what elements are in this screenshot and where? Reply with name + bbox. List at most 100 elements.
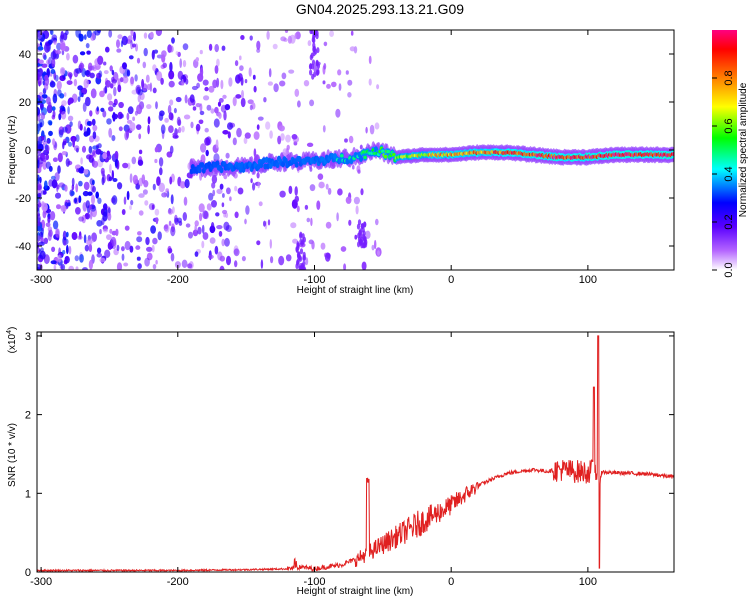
noise-blob	[198, 203, 205, 213]
noise-blob	[50, 260, 57, 265]
noise-blob	[104, 85, 108, 94]
noise-blob	[169, 61, 173, 72]
noise-blob	[74, 197, 78, 204]
noise-blob	[313, 64, 318, 72]
spectrogram-noise	[37, 30, 382, 270]
noise-blob	[103, 61, 107, 66]
noise-blob	[361, 233, 366, 240]
noise-blob	[164, 224, 168, 230]
noise-blob	[160, 124, 166, 135]
noise-blob	[201, 240, 205, 249]
noise-blob	[42, 52, 47, 60]
noise-blob	[37, 159, 40, 169]
noise-blob	[155, 30, 162, 37]
noise-blob	[77, 96, 81, 102]
noise-blob	[182, 60, 187, 68]
noise-blob	[109, 65, 113, 72]
noise-blob	[85, 43, 90, 49]
noise-blob	[168, 125, 174, 133]
noise-blob	[204, 86, 209, 92]
noise-blob	[322, 80, 326, 85]
noise-blob	[67, 115, 74, 122]
noise-blob	[138, 210, 144, 216]
noise-blob	[241, 256, 246, 262]
noise-blob	[173, 107, 177, 114]
noise-blob	[284, 30, 289, 33]
noise-blob	[97, 143, 102, 149]
noise-blob	[78, 180, 83, 187]
noise-blob	[136, 256, 141, 261]
noise-blob	[58, 182, 65, 188]
noise-blob	[154, 158, 158, 164]
noise-blob	[37, 73, 40, 81]
noise-blob	[79, 254, 84, 263]
noise-blob	[165, 188, 169, 193]
noise-blob	[218, 112, 222, 119]
y-tick-label: 40	[19, 49, 31, 61]
y-tick-label: -40	[15, 241, 31, 253]
noise-blob	[37, 192, 42, 198]
noise-blob	[151, 204, 155, 210]
noise-blob	[212, 79, 218, 89]
noise-blob	[45, 222, 51, 228]
noise-blob	[297, 100, 301, 108]
noise-blob	[208, 43, 213, 51]
noise-blob	[75, 134, 80, 142]
noise-blob	[192, 106, 197, 111]
noise-blob	[200, 143, 207, 153]
noise-blob	[146, 104, 152, 110]
noise-blob	[154, 146, 159, 153]
noise-blob	[88, 145, 93, 154]
noise-blob	[44, 42, 50, 53]
x-tick-label: -300	[30, 576, 52, 588]
noise-blob	[205, 149, 209, 157]
noise-blob	[65, 231, 69, 238]
noise-blob	[72, 54, 79, 64]
noise-blob	[123, 196, 127, 205]
noise-blob	[157, 231, 162, 241]
noise-blob	[326, 83, 331, 89]
ridge-band	[275, 162, 280, 169]
noise-blob	[83, 234, 87, 244]
noise-blob	[61, 110, 67, 120]
noise-blob	[209, 237, 216, 244]
noise-blob	[323, 63, 327, 70]
noise-blob	[68, 245, 72, 255]
noise-blob	[135, 245, 141, 250]
noise-blob	[294, 195, 299, 203]
noise-blob	[136, 236, 143, 243]
noise-blob	[89, 210, 93, 220]
noise-blob	[129, 122, 136, 132]
noise-blob	[234, 211, 239, 219]
noise-blob	[177, 119, 182, 126]
noise-blob	[60, 263, 66, 270]
noise-blob	[368, 55, 372, 65]
noise-blob	[279, 80, 286, 87]
noise-blob	[353, 196, 360, 205]
noise-blob	[55, 49, 62, 55]
noise-blob	[63, 92, 67, 97]
noise-blob	[116, 244, 120, 251]
noise-blob	[168, 70, 175, 80]
noise-blob	[107, 241, 113, 250]
colorbar-tick-label: 0.2	[723, 214, 735, 229]
noise-blob	[50, 69, 56, 74]
noise-blob	[299, 231, 303, 238]
noise-blob	[102, 110, 107, 118]
noise-blob	[107, 93, 113, 101]
noise-blob	[214, 245, 219, 255]
noise-blob	[377, 250, 380, 256]
noise-blob	[141, 78, 145, 89]
noise-blob	[41, 202, 48, 212]
noise-blob	[85, 96, 91, 107]
noise-blob	[47, 120, 53, 125]
noise-blob	[92, 131, 97, 140]
noise-blob	[66, 80, 73, 85]
noise-blob	[143, 47, 148, 57]
noise-blob	[227, 122, 233, 130]
noise-blob	[272, 43, 278, 50]
noise-blob	[46, 59, 50, 65]
noise-blob	[39, 122, 43, 128]
noise-blob	[45, 144, 50, 153]
snr-line	[37, 335, 674, 572]
